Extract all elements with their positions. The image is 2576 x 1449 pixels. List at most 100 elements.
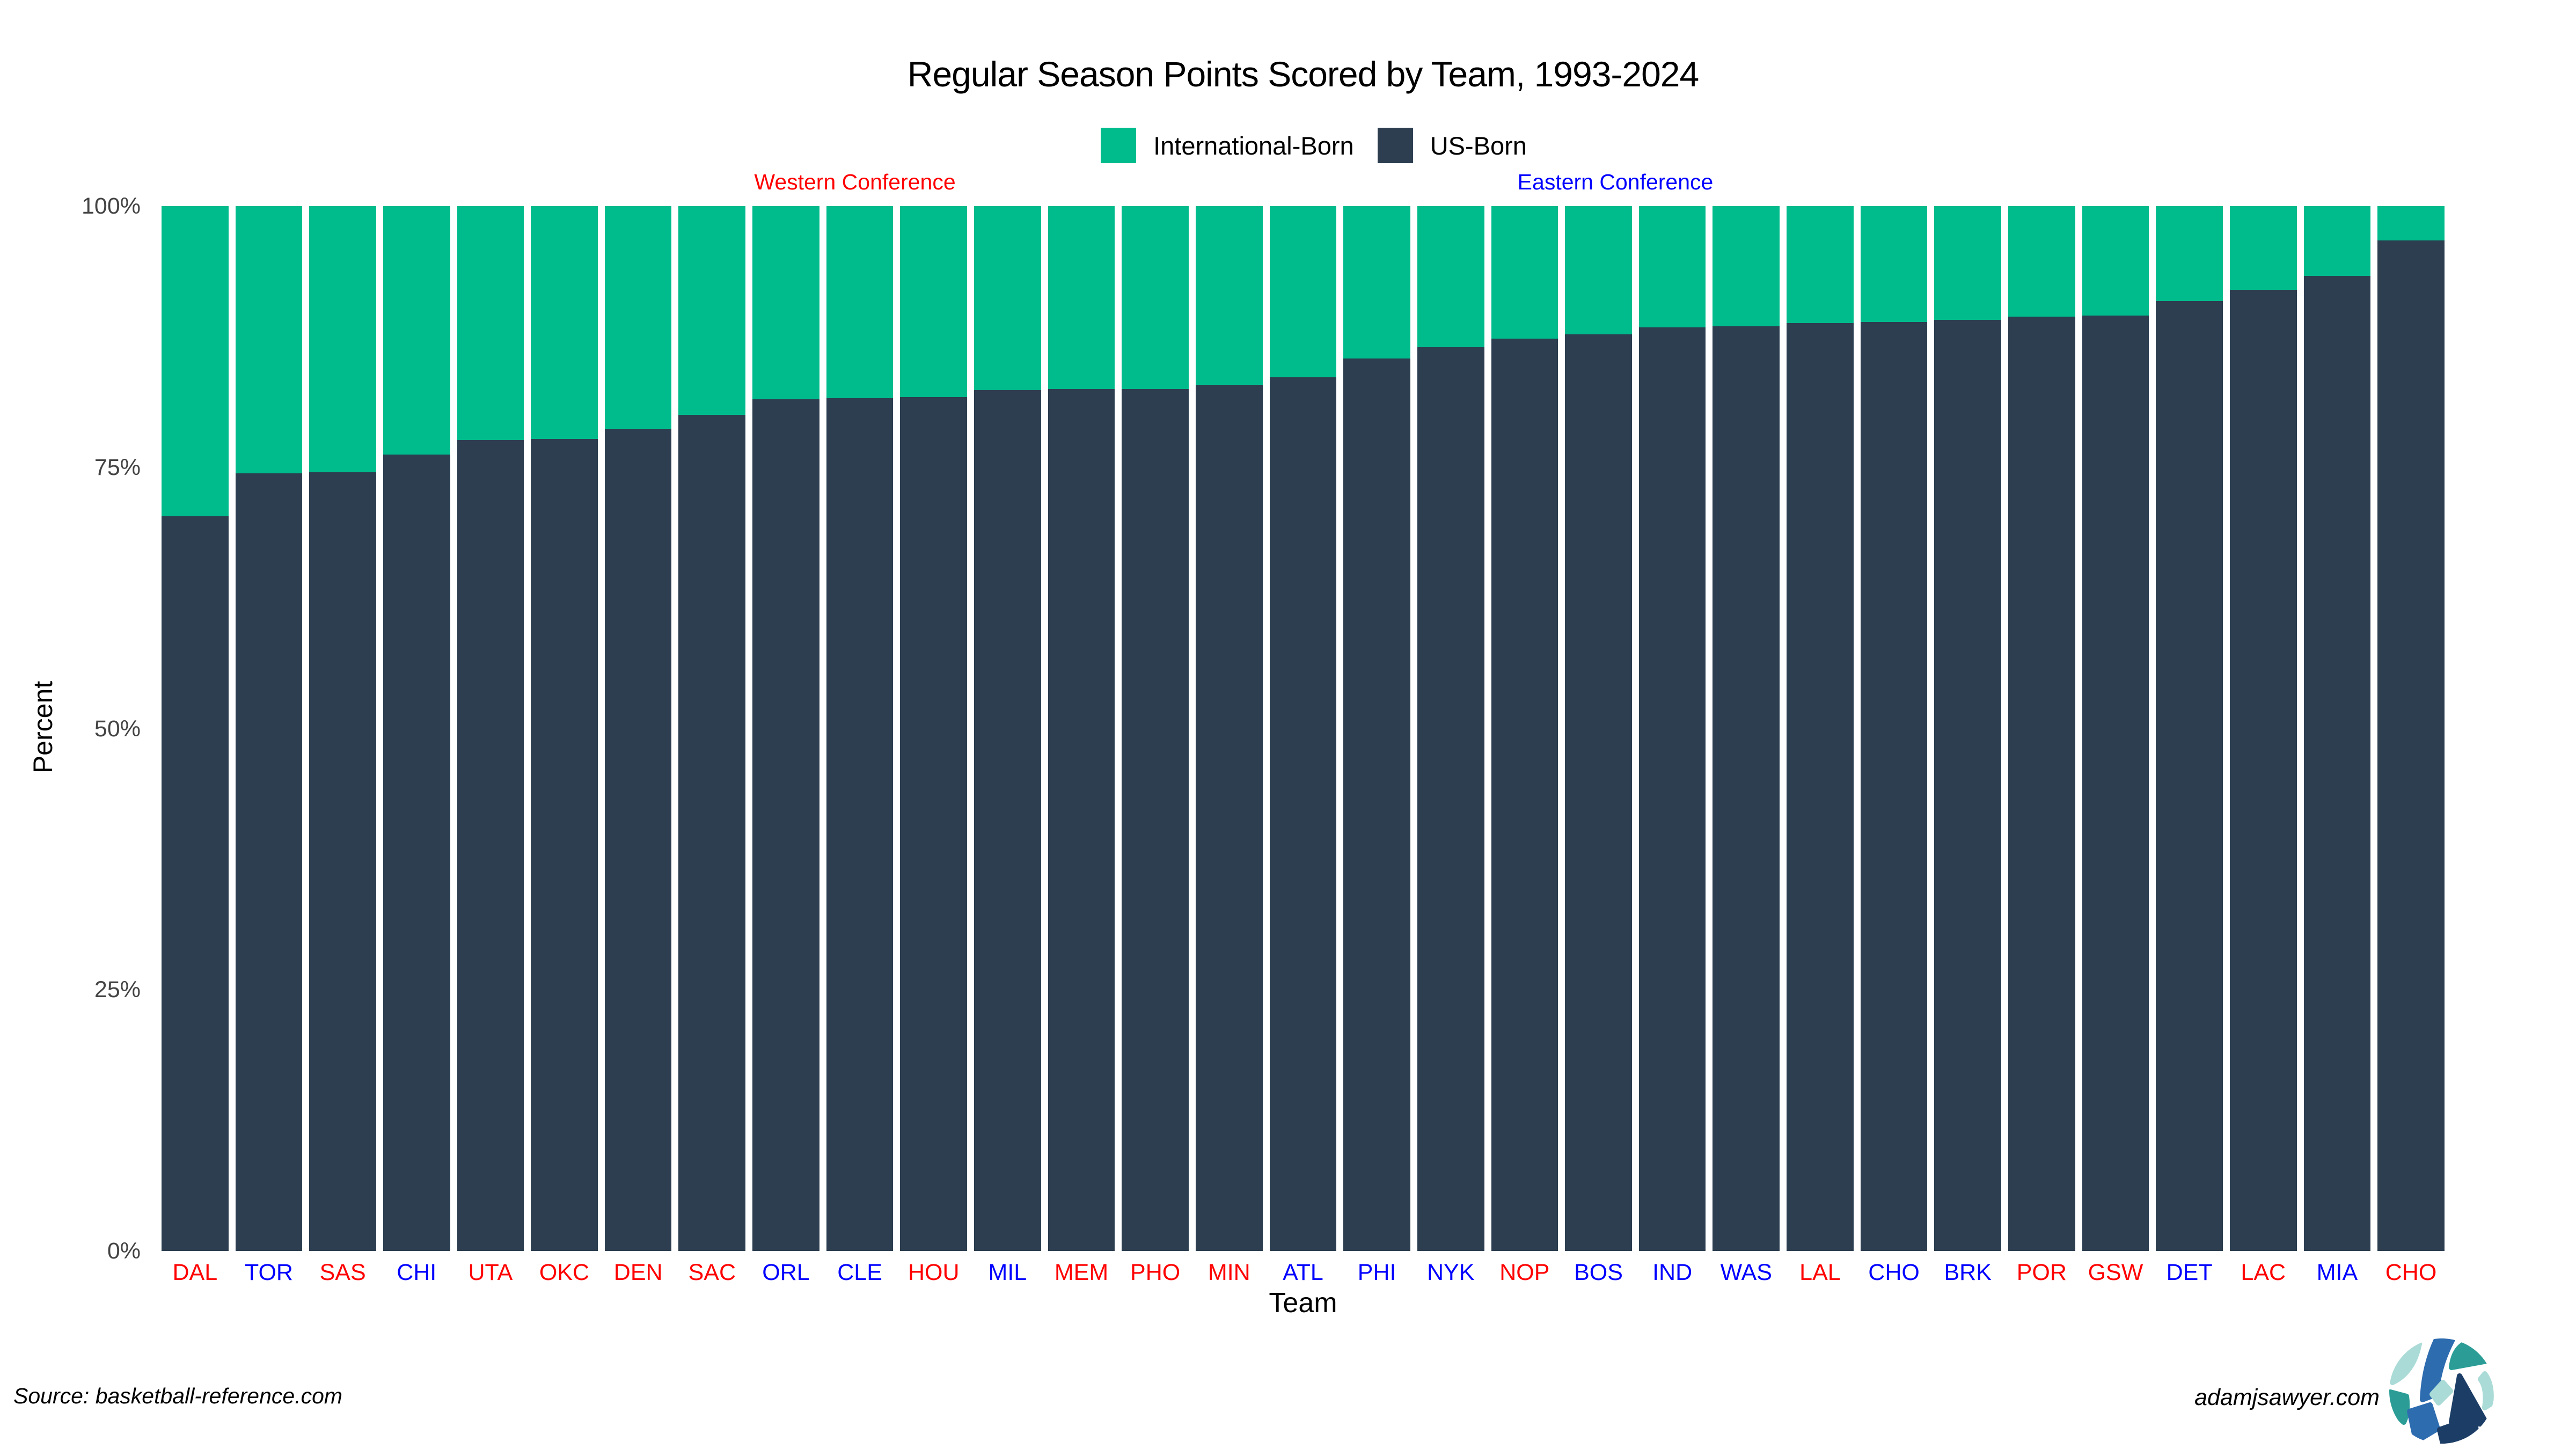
bar-22-WAS [1713,206,1780,1251]
bar-19-NOP [1491,206,1558,1251]
bar-segment-international-IND [1638,206,1706,327]
bar-segment-us-MIA [2303,276,2371,1251]
bar-segment-international-MIL [974,206,1041,390]
legend-label-international: International-Born [1153,131,1354,160]
x-tick-label-17-PHI: PHI [1357,1260,1396,1285]
bar-segment-international-GSW [2082,206,2149,316]
plot-area [162,206,2445,1251]
bar-segment-international-NYK [1417,206,1484,347]
bar-segment-us-DAL [162,516,229,1251]
eastern-conference-annotation: Eastern Conference [1517,170,1714,194]
x-tick-label-24-CHO: CHO [1868,1260,1920,1285]
x-tick-label-8-SAC: SAC [688,1260,736,1285]
logo-piece-bottom-navy [2437,1415,2482,1444]
y-tick-label-25: 25% [94,977,141,1003]
bar-18-NYK [1417,206,1484,1251]
bar-segment-us-POR [2008,317,2075,1251]
y-tick-label-75: 75% [94,454,141,480]
bar-21-IND [1638,206,1706,1251]
x-tick-label-9-ORL: ORL [762,1260,810,1285]
legend-item-international: International-Born [1101,128,1354,163]
x-tick-label-26-POR: POR [2016,1260,2067,1285]
bar-segment-international-HOU [900,206,968,398]
bar-segment-international-PHI [1343,206,1410,359]
x-tick-label-2-TOR: TOR [244,1260,293,1285]
bar-segment-us-HOU [900,397,968,1251]
bar-11-HOU [900,206,968,1251]
legend-swatch-international [1101,128,1137,163]
bar-14-PHO [1122,206,1189,1251]
x-tick-label-15-MIN: MIN [1208,1260,1250,1285]
bar-24-CHO [1860,206,1928,1251]
bar-3-SAS [309,206,376,1251]
bar-segment-international-POR [2008,206,2075,317]
bar-31-CHO [2377,206,2445,1251]
bar-segment-international-DET [2156,206,2223,302]
x-tick-label-23-LAL: LAL [1799,1260,1841,1285]
bar-segment-international-CLE [826,206,894,399]
bar-segment-international-MIN [1195,206,1263,385]
bar-15-MIN [1195,206,1263,1251]
western-conference-annotation: Western Conference [754,170,956,194]
bar-9-ORL [752,206,819,1251]
x-tick-label-29-LAC: LAC [2241,1260,2286,1285]
x-tick-label-6-OKC: OKC [539,1260,590,1285]
bar-segment-international-ORL [752,206,819,400]
bar-segment-us-UTA [457,440,524,1251]
x-tick-label-21-IND: IND [1652,1260,1693,1285]
bar-segment-international-LAL [1787,206,1854,324]
x-tick-label-31-CHO: CHO [2385,1260,2437,1285]
bar-segment-us-MEM [1048,389,1115,1251]
bar-13-MEM [1048,206,1115,1251]
bar-segment-us-BOS [1565,334,1632,1251]
bar-segment-us-MIL [974,390,1041,1251]
bar-segment-international-SAS [309,206,376,473]
x-tick-label-25-BRK: BRK [1944,1260,1992,1285]
legend-label-us: US-Born [1430,131,1527,160]
bar-segment-international-CHO [1860,206,1928,323]
chart-title: Regular Season Points Scored by Team, 19… [907,54,1699,94]
bar-2-TOR [235,206,303,1251]
x-tick-label-19-NOP: NOP [1499,1260,1550,1285]
bar-segment-us-PHO [1122,389,1189,1251]
legend-swatch-us [1377,128,1413,163]
bar-segment-international-MIA [2303,206,2371,276]
bar-30-MIA [2303,206,2371,1251]
bar-segment-us-LAC [2229,289,2297,1251]
bar-segment-us-DET [2156,301,2223,1251]
y-tick-label-50: 50% [94,715,141,742]
legend-item-us: US-Born [1377,128,1527,163]
logo-piece-center-quad [2429,1380,2453,1406]
bar-25-BRK [1934,206,2002,1251]
bar-segment-us-GSW [2082,316,2149,1251]
bar-segment-international-TOR [235,206,303,474]
bar-segment-us-DEN [604,428,672,1251]
bar-segment-us-PHI [1343,358,1410,1251]
bar-segment-international-DEN [604,206,672,429]
bar-12-MIL [974,206,1041,1251]
bar-segment-us-SAS [309,472,376,1251]
bar-23-LAL [1787,206,1854,1251]
legend: International-Born US-Born [1101,128,1527,163]
x-axis-labels: DAL TOR SAS CHI UTA OKC DEN SAC ORL CLE HOU MIL MEM P… [162,1259,2445,1286]
bar-segment-us-CHO [1860,322,1928,1251]
bar-segment-international-LAC [2229,206,2297,290]
bar-segment-international-UTA [457,206,524,441]
bar-segment-us-BRK [1934,320,2002,1251]
logo-piece-sliver [2478,1371,2494,1410]
bar-5-UTA [457,206,524,1251]
bar-28-DET [2156,206,2223,1251]
bar-17-PHI [1343,206,1410,1251]
bar-segment-international-NOP [1491,206,1558,339]
bar-segment-international-SAC [678,206,746,415]
bar-segment-us-CHO [2377,240,2445,1251]
bar-segment-international-DAL [162,206,229,517]
bar-segment-us-MIN [1195,384,1263,1251]
bar-segment-us-CLE [826,398,894,1251]
bar-7-DEN [604,206,672,1251]
bar-segment-international-BRK [1934,206,2002,320]
bar-segment-us-NYK [1417,347,1484,1251]
x-tick-label-7-DEN: DEN [613,1260,663,1285]
logo-piece-lens [2390,1341,2422,1385]
